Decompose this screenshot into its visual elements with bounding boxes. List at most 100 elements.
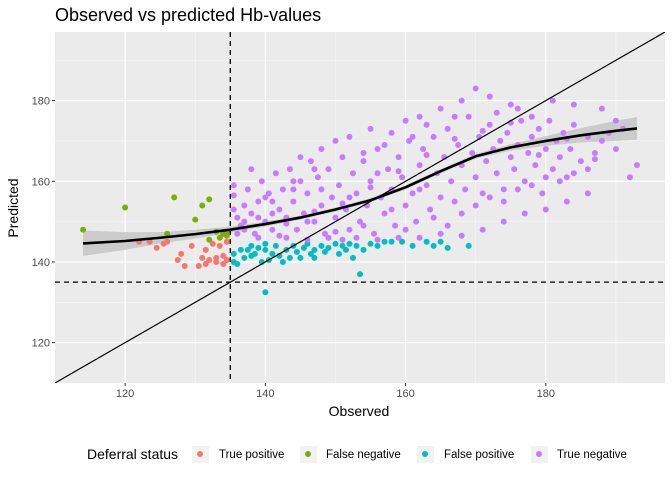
data-point xyxy=(332,137,339,144)
data-point xyxy=(220,260,227,267)
data-point xyxy=(230,192,237,199)
y-axis-title: Predicted xyxy=(5,178,21,237)
data-point xyxy=(237,246,244,253)
data-point xyxy=(385,166,392,173)
data-point xyxy=(451,113,458,120)
data-point xyxy=(304,218,311,225)
data-point xyxy=(409,133,416,140)
data-point xyxy=(514,105,521,112)
data-point xyxy=(416,113,423,120)
data-point xyxy=(367,125,374,132)
data-point xyxy=(486,121,493,128)
data-point xyxy=(521,210,528,217)
data-point xyxy=(192,216,199,223)
data-point xyxy=(406,137,413,144)
data-point xyxy=(500,198,507,205)
data-point xyxy=(269,226,276,233)
data-point xyxy=(332,240,339,247)
data-point xyxy=(339,154,346,161)
data-point xyxy=(202,260,209,267)
data-point xyxy=(528,182,535,189)
data-point xyxy=(230,250,237,257)
data-point xyxy=(248,242,255,249)
data-point xyxy=(195,263,202,269)
data-point xyxy=(206,236,213,243)
data-point xyxy=(346,194,353,201)
data-point xyxy=(416,234,423,241)
data-point xyxy=(563,198,570,205)
data-point xyxy=(349,254,356,261)
data-point xyxy=(416,162,423,169)
data-point xyxy=(349,170,356,177)
data-point xyxy=(549,97,556,104)
data-point xyxy=(542,146,549,152)
data-point xyxy=(360,150,367,157)
data-point xyxy=(335,250,342,257)
data-point xyxy=(402,117,409,124)
data-point xyxy=(388,129,395,136)
data-point xyxy=(514,186,521,193)
data-point xyxy=(206,256,213,263)
data-point xyxy=(465,113,472,120)
x-tick-label: 120 xyxy=(116,388,134,400)
data-point xyxy=(174,256,181,263)
data-point xyxy=(286,166,293,173)
data-point xyxy=(321,230,328,237)
data-point xyxy=(188,242,195,249)
data-point xyxy=(244,186,251,193)
data-point xyxy=(469,150,476,157)
data-point xyxy=(318,242,325,249)
data-point xyxy=(248,210,255,217)
data-point xyxy=(437,105,444,112)
data-point xyxy=(437,230,444,237)
data-point xyxy=(262,246,269,253)
data-point xyxy=(357,218,363,225)
data-point xyxy=(223,256,230,263)
data-point xyxy=(258,178,265,185)
data-point xyxy=(584,166,591,173)
data-point xyxy=(497,137,504,144)
data-point xyxy=(402,226,409,233)
data-point xyxy=(612,146,619,152)
legend-key-point xyxy=(536,451,542,457)
legend-item: False positive xyxy=(417,446,514,463)
data-point xyxy=(181,263,188,269)
data-point xyxy=(262,194,269,201)
data-point xyxy=(213,254,220,261)
data-point xyxy=(248,166,255,173)
data-point xyxy=(360,158,367,165)
data-point xyxy=(399,174,406,181)
data-point xyxy=(318,186,325,193)
data-point xyxy=(279,258,286,265)
data-point xyxy=(353,190,360,197)
data-point xyxy=(535,152,542,159)
legend: Deferral status True positive False negat… xyxy=(87,446,627,463)
data-point xyxy=(472,174,479,181)
legend-item: False negative xyxy=(300,446,401,463)
data-point xyxy=(339,242,346,249)
data-point xyxy=(325,244,332,251)
y-tick-label: 180 xyxy=(32,96,50,108)
data-point xyxy=(388,238,395,245)
data-point xyxy=(472,85,479,92)
data-point xyxy=(335,182,342,189)
data-point xyxy=(276,232,283,239)
data-point xyxy=(430,133,437,140)
data-point xyxy=(255,198,262,205)
data-point xyxy=(381,238,388,245)
data-point xyxy=(199,254,206,261)
data-point xyxy=(300,244,307,251)
y-tick-label: 160 xyxy=(32,176,50,188)
data-point xyxy=(539,190,546,197)
data-point xyxy=(122,204,129,211)
legend-key-point xyxy=(422,451,428,457)
data-point xyxy=(202,246,209,253)
data-point xyxy=(486,93,493,100)
data-point xyxy=(171,194,178,201)
data-point xyxy=(546,117,553,124)
data-point xyxy=(535,125,542,132)
data-point xyxy=(297,254,304,261)
data-point xyxy=(209,240,216,247)
legend-label: True positive xyxy=(219,449,284,461)
data-point xyxy=(521,178,528,185)
